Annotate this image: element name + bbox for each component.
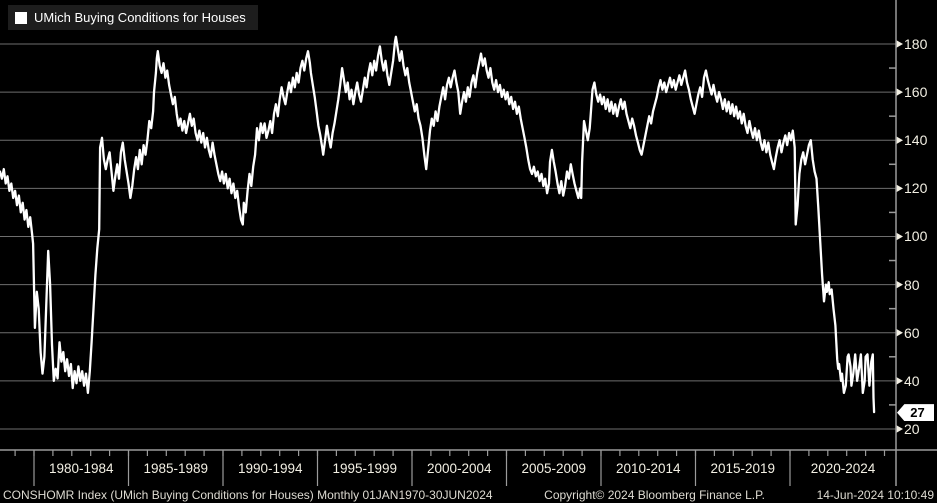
x-axis-section-label: 1995-1999 xyxy=(332,461,398,476)
x-axis-section-label: 2005-2009 xyxy=(521,461,587,476)
y-major-tick-arrow-icon xyxy=(896,280,903,289)
x-axis-section-label: 1980-1984 xyxy=(48,461,114,476)
y-major-tick-arrow-icon xyxy=(896,184,903,193)
y-major-tick-arrow-icon xyxy=(896,328,903,337)
x-axis-section-label: 2010-2014 xyxy=(615,461,681,476)
y-major-tick-arrow-icon xyxy=(896,40,903,48)
y-axis-tick-label: 80 xyxy=(904,276,920,293)
y-axis-tick-label: 100 xyxy=(904,228,928,245)
x-axis-section-label: 1990-1994 xyxy=(237,461,303,476)
y-major-tick-arrow-icon xyxy=(896,376,903,385)
legend-label: UMich Buying Conditions for Houses xyxy=(34,10,246,25)
x-axis-section-label: 2020-2024 xyxy=(810,461,876,476)
footer-copyright-text: Copyright© 2024 Bloomberg Finance L.P. xyxy=(544,487,765,502)
y-major-tick-arrow-icon xyxy=(896,424,903,433)
x-axis-section-label: 1985-1989 xyxy=(143,461,209,476)
x-axis-section-label: 2000-2004 xyxy=(426,461,492,476)
last-value-badge: 27 xyxy=(897,404,934,422)
y-axis-tick-label: 180 xyxy=(904,36,928,52)
y-axis-tick-label: 40 xyxy=(904,372,920,389)
series-line xyxy=(0,35,876,414)
legend-swatch-icon xyxy=(15,11,27,24)
y-axis-tick-label: 60 xyxy=(904,324,920,341)
y-axis-tick-label: 140 xyxy=(904,132,928,149)
y-axis-tick-label: 160 xyxy=(904,84,928,101)
y-axis-tick-label: 20 xyxy=(904,420,920,437)
y-axis-tick-label: 120 xyxy=(904,180,928,197)
y-major-tick-arrow-icon xyxy=(896,136,903,145)
y-major-tick-arrow-icon xyxy=(896,232,903,241)
y-major-tick-arrow-icon xyxy=(896,88,903,97)
footer-statusbar: CONSHOMR Index (UMich Buying Conditions … xyxy=(0,486,937,503)
legend[interactable]: UMich Buying Conditions for Houses xyxy=(8,5,258,30)
footer-datetime-text: 14-Jun-2024 10:10:49 xyxy=(816,487,934,502)
x-axis-section-label: 2015-2019 xyxy=(710,461,776,476)
footer-ticker-text: CONSHOMR Index (UMich Buying Conditions … xyxy=(3,487,493,502)
